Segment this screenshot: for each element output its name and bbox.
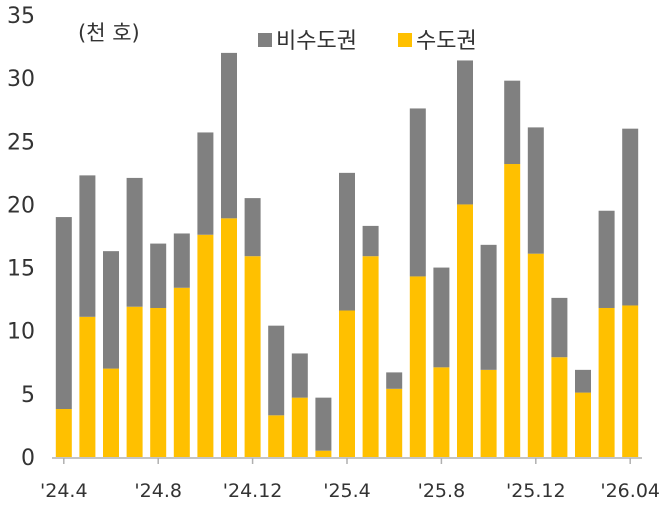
bar-non-capital [103, 251, 119, 369]
bar-non-capital [598, 210, 615, 308]
bar-capital [221, 218, 237, 457]
y-tick-label: 20 [7, 193, 35, 218]
unit-label: (천 호) [78, 21, 140, 45]
bar-capital [575, 392, 591, 457]
y-tick-label: 15 [7, 257, 35, 282]
bar-capital [315, 450, 332, 457]
y-tick-label: 5 [21, 383, 35, 408]
bar-non-capital [527, 127, 544, 254]
bar-capital [339, 310, 355, 457]
x-tick-label: '25.4 [323, 480, 371, 502]
bar-non-capital [457, 60, 473, 205]
x-tick-label: '26.04 [600, 480, 660, 502]
y-axis: 0 5 10 15 20 25 30 35 [7, 4, 35, 471]
bar-non-capital [55, 217, 72, 410]
bar-capital [457, 204, 473, 457]
legend-swatch-non-capital [258, 33, 272, 47]
bar-non-capital [551, 297, 568, 358]
bar-non-capital [221, 52, 237, 219]
bar-non-capital [150, 243, 167, 308]
bar-capital [598, 307, 615, 457]
x-tick-label: '24.4 [40, 480, 88, 502]
bar-non-capital [339, 172, 355, 311]
bar-capital [291, 397, 308, 457]
bar-capital [173, 287, 190, 457]
x-axis: '24.4 '24.8 '24.12 '25.4 '25.8 '25.12 '26.04 [40, 458, 660, 502]
bar-non-capital [622, 128, 639, 306]
bar-non-capital [315, 397, 332, 451]
bar-capital [622, 305, 639, 457]
bar-capital [103, 368, 119, 457]
y-tick-label: 10 [7, 320, 35, 345]
bar-non-capital [126, 177, 143, 307]
bar-non-capital [433, 267, 450, 368]
x-tick-label: '24.8 [134, 480, 182, 502]
bar-non-capital [197, 132, 214, 235]
bar-capital [433, 367, 450, 457]
bar-capital [197, 234, 214, 457]
bar-capital [268, 415, 285, 457]
bar-capital [362, 256, 379, 457]
bar-capital [527, 253, 544, 457]
bar-capital [409, 276, 426, 457]
bar-non-capital [244, 198, 261, 257]
bar-capital [150, 307, 167, 457]
bar-capital [504, 164, 521, 457]
bar-non-capital [575, 369, 591, 393]
bar-capital [55, 409, 72, 457]
bar-non-capital [409, 108, 426, 277]
legend: 비수도권 수도권 [258, 29, 477, 54]
legend-swatch-capital [398, 33, 412, 47]
bar-capital [126, 306, 143, 457]
bar-non-capital [268, 325, 285, 416]
bar-non-capital [362, 225, 379, 257]
y-tick-label: 30 [7, 67, 35, 92]
y-tick-label: 35 [7, 4, 35, 29]
x-tick-label: '25.8 [418, 480, 466, 502]
bar-capital [386, 388, 403, 457]
bar-non-capital [79, 175, 96, 317]
bar-capital [480, 369, 497, 457]
bar-non-capital [480, 244, 497, 370]
bar-non-capital [386, 372, 403, 389]
bar-capital [244, 256, 261, 457]
bar-capital [79, 316, 96, 457]
legend-label-capital: 수도권 [416, 29, 477, 54]
bar-capital [551, 357, 568, 457]
x-tick-label: '24.12 [223, 480, 283, 502]
bar-non-capital [173, 233, 190, 288]
bar-non-capital [291, 353, 308, 398]
bars [55, 52, 639, 457]
y-tick-label: 25 [7, 130, 35, 155]
bar-non-capital [504, 80, 521, 165]
y-tick-label: 0 [21, 446, 35, 471]
legend-label-non-capital: 비수도권 [276, 29, 357, 54]
x-tick-label: '25.12 [506, 480, 566, 502]
